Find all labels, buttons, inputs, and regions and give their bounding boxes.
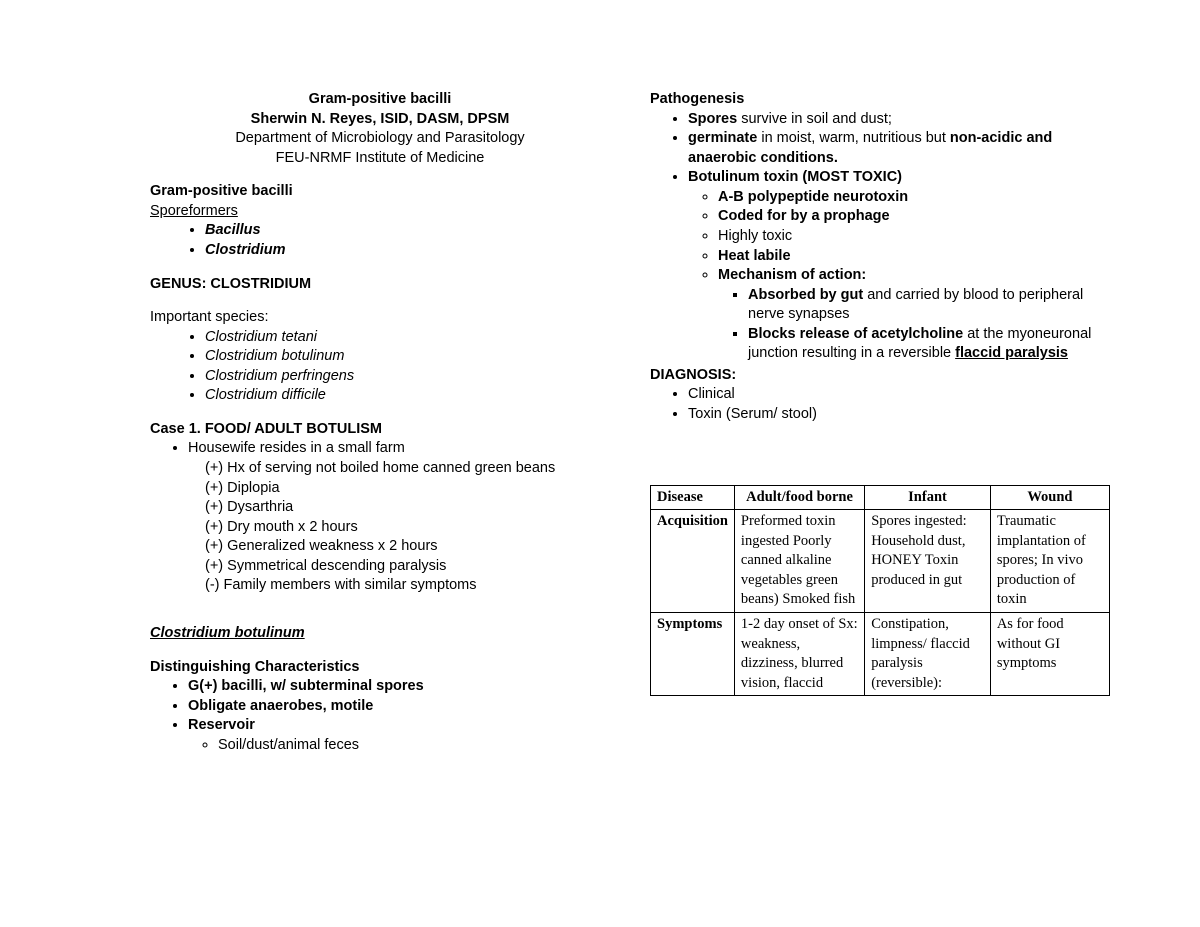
right-column: Pathogenesis Spores survive in soil and …: [650, 90, 1110, 755]
case-item: (+) Generalized weakness x 2 hours: [205, 537, 610, 557]
species-label: Important species:: [150, 308, 610, 328]
table-cell: As for food without GI symptoms: [990, 612, 1109, 695]
case-item: (+) Symmetrical descending paralysis: [205, 557, 610, 577]
doc-inst: FEU-NRMF Institute of Medicine: [150, 149, 610, 169]
text-bold: Blocks release of acetylcholine: [748, 326, 963, 342]
list-item: Clostridium botulinum: [205, 347, 610, 367]
case-title: Case 1. FOOD/ ADULT BOTULISM: [150, 420, 610, 440]
list-item: Highly toxic: [718, 227, 1110, 247]
case-item: (+) Diplopia: [205, 479, 610, 499]
text-bold: Absorbed by gut: [748, 287, 863, 303]
list-item: Coded for by a prophage: [718, 207, 1110, 227]
table-cell: 1-2 day onset of Sx: weakness, dizziness…: [734, 612, 864, 695]
list-item: Blocks release of acetylcholine at the m…: [748, 325, 1110, 364]
list-item: Clostridium tetani: [205, 328, 610, 348]
reservoir-label: Reservoir: [188, 717, 255, 733]
case-item: (-) Family members with similar symptoms: [205, 576, 610, 596]
sporeformers-label: Sporeformers: [150, 202, 610, 222]
table-cell: Traumatic implantation of spores; In viv…: [990, 510, 1109, 613]
list-item: Clostridium perfringens: [205, 367, 610, 387]
text-bold: Spores: [688, 111, 737, 127]
table-cell: Acquisition: [651, 510, 735, 613]
disease-table: Disease Adult/food borne Infant Wound Ac…: [650, 485, 1110, 697]
table-cell: Constipation, limpness/ flaccid paralysi…: [865, 612, 991, 695]
text-bold: germinate: [688, 130, 757, 146]
dc-title: Distinguishing Characteristics: [150, 658, 610, 678]
text-bold: Botulinum toxin (MOST TOXIC): [688, 169, 902, 185]
text-bold: Mechanism of action:: [718, 267, 866, 283]
sporeformers-section: Gram-positive bacilli Sporeformers Bacil…: [150, 182, 610, 260]
pathogenesis-list: Spores survive in soil and dust; germina…: [650, 110, 1110, 364]
list-item: Clinical: [688, 385, 1110, 405]
list-item: Clostridium: [205, 241, 610, 261]
pathogenesis-heading: Pathogenesis: [650, 90, 1110, 110]
list-item: Spores survive in soil and dust;: [688, 110, 1110, 130]
table-row: Symptoms 1-2 day onset of Sx: weakness, …: [651, 612, 1110, 695]
case-section: Case 1. FOOD/ ADULT BOTULISM Housewife r…: [150, 420, 610, 596]
section-heading: Gram-positive bacilli: [150, 182, 610, 202]
table-header: Wound: [990, 485, 1109, 510]
table-row: Acquisition Preformed toxin ingested Poo…: [651, 510, 1110, 613]
list-item: Reservoir Soil/dust/animal feces: [188, 716, 610, 755]
cb-heading: Clostridium botulinum: [150, 624, 610, 644]
list-item: Mechanism of action: Absorbed by gut and…: [718, 266, 1110, 364]
list-item: Heat labile: [718, 247, 1110, 267]
list-item: Obligate anaerobes, motile: [188, 697, 610, 717]
table-header: Disease: [651, 485, 735, 510]
diagnosis-heading: DIAGNOSIS:: [650, 366, 1110, 386]
list-item: Bacillus: [205, 221, 610, 241]
list-item: Absorbed by gut and carried by blood to …: [748, 286, 1110, 325]
list-item: Toxin (Serum/ stool): [688, 405, 1110, 425]
list-item: A-B polypeptide neurotoxin: [718, 188, 1110, 208]
list-item: Botulinum toxin (MOST TOXIC) A-B polypep…: [688, 168, 1110, 364]
case-item: (+) Dry mouth x 2 hours: [205, 518, 610, 538]
list-item: Clostridium difficile: [205, 386, 610, 406]
text: survive in soil and dust;: [737, 111, 892, 127]
left-column: Gram-positive bacilli Sherwin N. Reyes, …: [150, 90, 610, 755]
case-lead: Housewife resides in a small farm: [188, 439, 610, 459]
species-section: Important species: Clostridium tetani Cl…: [150, 308, 610, 406]
list-item: germinate in moist, warm, nutritious but…: [688, 129, 1110, 168]
table-cell: Symptoms: [651, 612, 735, 695]
diagnosis-list: Clinical Toxin (Serum/ stool): [650, 385, 1110, 424]
text: in moist, warm, nutritious but: [757, 130, 950, 146]
table-cell: Preformed toxin ingested Poorly canned a…: [734, 510, 864, 613]
doc-author: Sherwin N. Reyes, ISID, DASM, DPSM: [150, 110, 610, 130]
list-item: G(+) bacilli, w/ subterminal spores: [188, 677, 610, 697]
genus-heading: GENUS: CLOSTRIDIUM: [150, 275, 610, 295]
case-item: (+) Hx of serving not boiled home canned…: [205, 459, 610, 479]
table-header: Adult/food borne: [734, 485, 864, 510]
case-item: (+) Dysarthria: [205, 498, 610, 518]
document-header: Gram-positive bacilli Sherwin N. Reyes, …: [150, 90, 610, 168]
table-header: Infant: [865, 485, 991, 510]
list-item: Soil/dust/animal feces: [218, 736, 610, 756]
doc-dept: Department of Microbiology and Parasitol…: [150, 129, 610, 149]
text-bold-underline: flaccid paralysis: [955, 345, 1068, 361]
table-cell: Spores ingested: Household dust, HONEY T…: [865, 510, 991, 613]
table-header-row: Disease Adult/food borne Infant Wound: [651, 485, 1110, 510]
dc-section: Distinguishing Characteristics G(+) baci…: [150, 658, 610, 756]
doc-title: Gram-positive bacilli: [150, 90, 610, 110]
